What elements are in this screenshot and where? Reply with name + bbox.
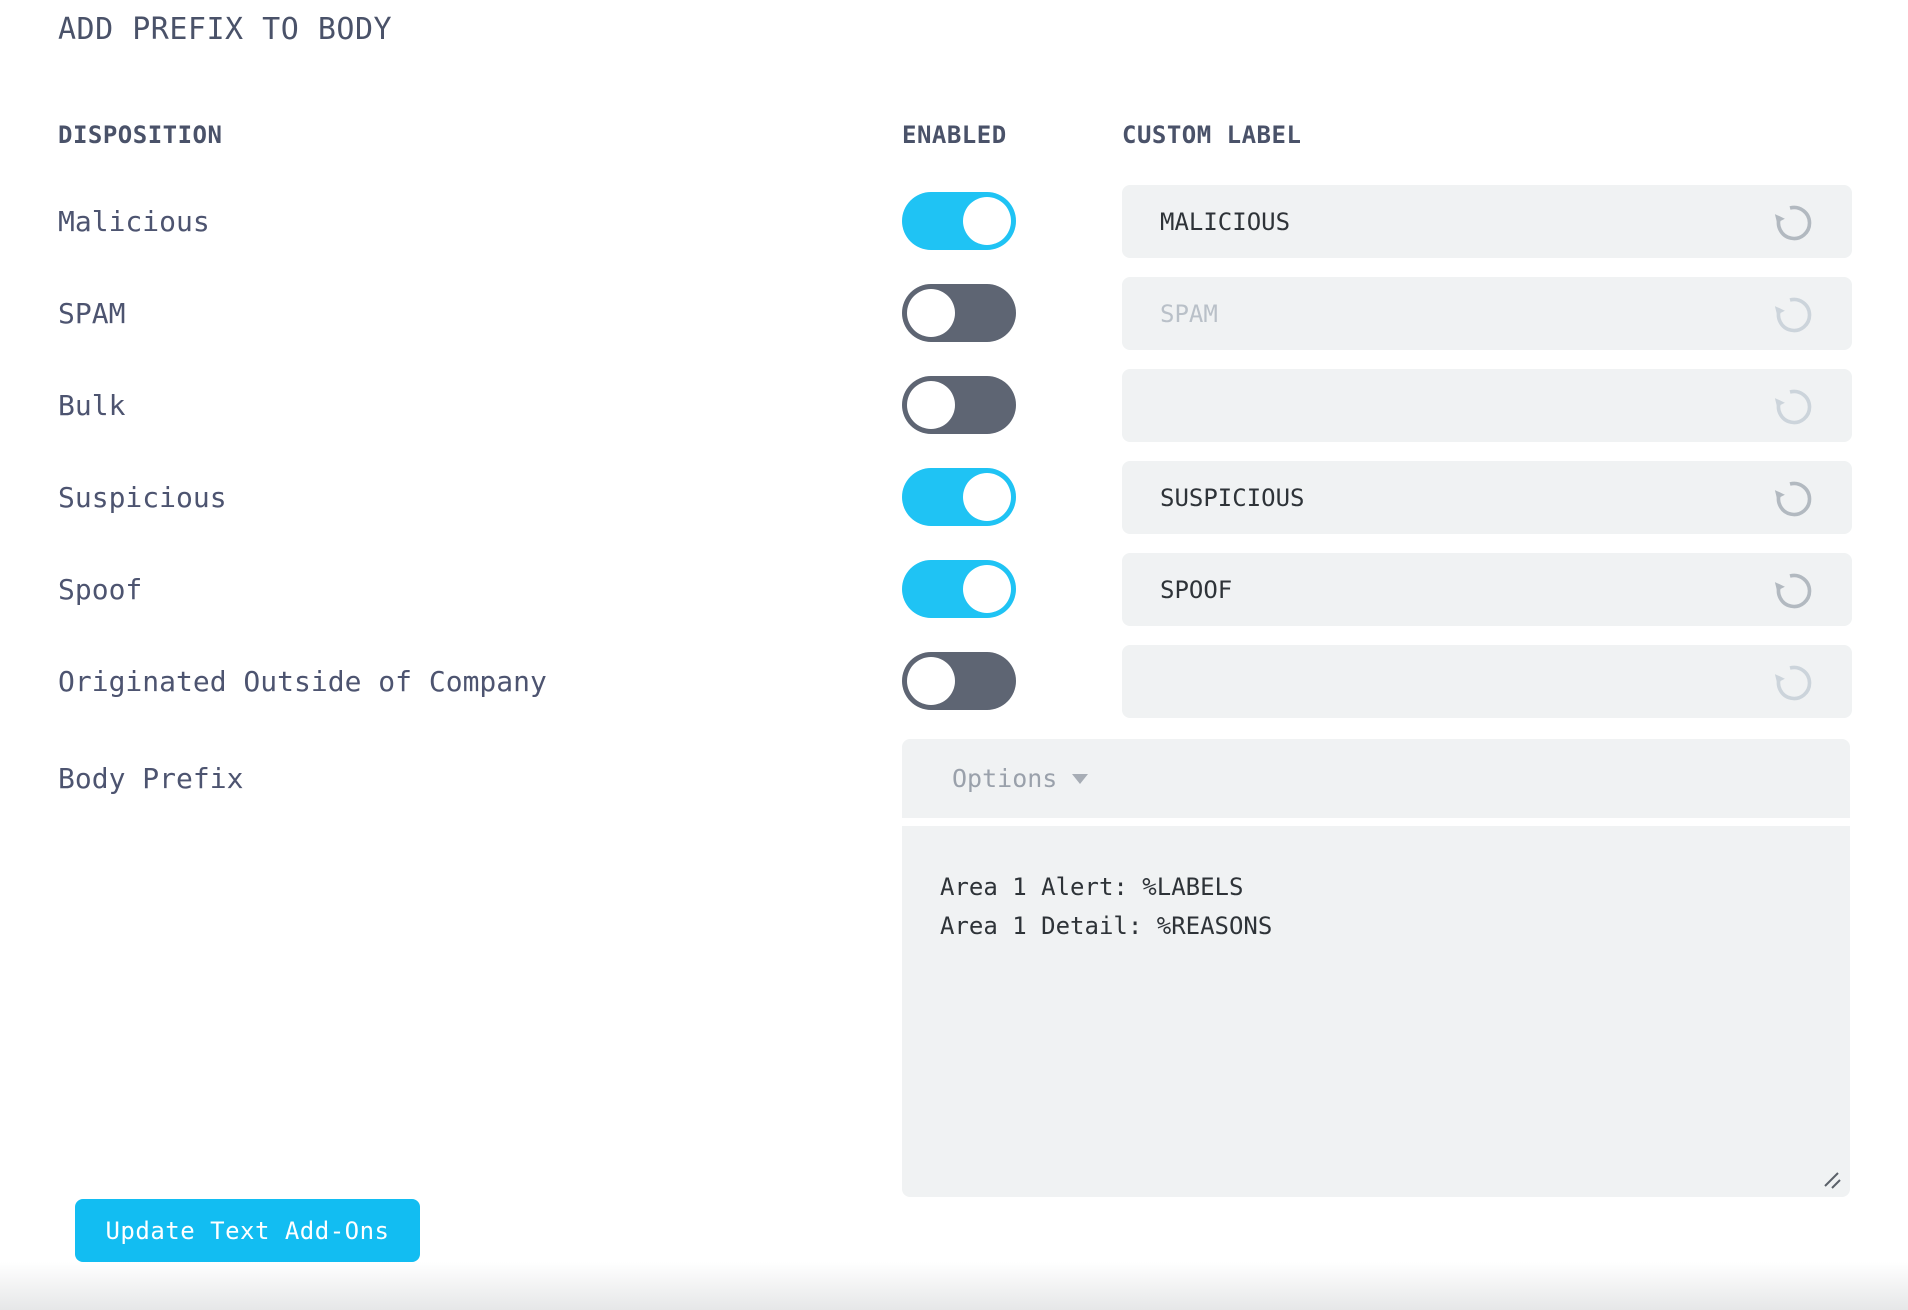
body-prefix-label: Body Prefix	[58, 762, 244, 795]
editor-toolbar: Options	[902, 739, 1850, 818]
enabled-toggle[interactable]	[902, 284, 1016, 342]
rotate-ccw-icon	[1773, 389, 1812, 424]
custom-label-input[interactable]	[1122, 369, 1852, 442]
caret-down-icon	[1072, 773, 1089, 784]
rotate-ccw-icon	[1773, 573, 1812, 608]
custom-label-field	[1122, 461, 1852, 534]
reset-button[interactable]	[1770, 290, 1818, 338]
options-dropdown-label: Options	[952, 764, 1058, 793]
rotate-ccw-icon	[1773, 481, 1812, 516]
enabled-toggle[interactable]	[902, 468, 1016, 526]
enabled-toggle[interactable]	[902, 376, 1016, 434]
row-label: Spoof	[58, 573, 143, 606]
row-label: Malicious	[58, 205, 210, 238]
toggle-knob	[963, 197, 1011, 245]
custom-label-input[interactable]	[1122, 645, 1852, 718]
column-header-enabled: ENABLED	[902, 121, 1007, 149]
custom-label-field	[1122, 185, 1852, 258]
page-bottom-fade	[0, 1262, 1908, 1310]
toggle-knob	[963, 565, 1011, 613]
custom-label-input[interactable]	[1122, 277, 1852, 350]
toggle-knob	[907, 657, 955, 705]
row-label: SPAM	[58, 297, 126, 330]
rotate-ccw-icon	[1773, 665, 1812, 700]
rotate-ccw-icon	[1773, 297, 1812, 332]
disposition-row-originated-outside: Originated Outside of Company	[0, 645, 1908, 718]
row-label: Bulk	[58, 389, 126, 422]
toggle-knob	[907, 289, 955, 337]
custom-label-field	[1122, 645, 1852, 718]
reset-button[interactable]	[1770, 566, 1818, 614]
disposition-row-spoof: Spoof	[0, 553, 1908, 626]
row-label: Suspicious	[58, 481, 227, 514]
enabled-toggle[interactable]	[902, 652, 1016, 710]
column-header-disposition: DISPOSITION	[58, 121, 223, 149]
custom-label-field	[1122, 277, 1852, 350]
custom-label-field	[1122, 553, 1852, 626]
column-header-custom-label: CUSTOM LABEL	[1122, 121, 1302, 149]
row-label: Originated Outside of Company	[58, 665, 547, 698]
body-prefix-textarea[interactable]: Area 1 Alert: %LABELS Area 1 Detail: %RE…	[902, 826, 1850, 1197]
disposition-row-malicious: Malicious	[0, 185, 1908, 258]
enabled-toggle[interactable]	[902, 192, 1016, 250]
reset-button[interactable]	[1770, 198, 1818, 246]
update-text-addons-button[interactable]: Update Text Add-Ons	[75, 1199, 420, 1262]
reset-button[interactable]	[1770, 658, 1818, 706]
disposition-row-bulk: Bulk	[0, 369, 1908, 442]
reset-button[interactable]	[1770, 474, 1818, 522]
custom-label-input[interactable]	[1122, 461, 1852, 534]
disposition-row-spam: SPAM	[0, 277, 1908, 350]
toggle-knob	[963, 473, 1011, 521]
options-dropdown[interactable]: Options	[952, 739, 1089, 818]
rotate-ccw-icon	[1773, 205, 1812, 240]
resize-handle-icon[interactable]	[1820, 1168, 1846, 1194]
custom-label-input[interactable]	[1122, 185, 1852, 258]
custom-label-input[interactable]	[1122, 553, 1852, 626]
page-title: ADD PREFIX TO BODY	[58, 12, 393, 47]
disposition-row-suspicious: Suspicious	[0, 461, 1908, 534]
toggle-knob	[907, 381, 955, 429]
enabled-toggle[interactable]	[902, 560, 1016, 618]
custom-label-field	[1122, 369, 1852, 442]
reset-button[interactable]	[1770, 382, 1818, 430]
